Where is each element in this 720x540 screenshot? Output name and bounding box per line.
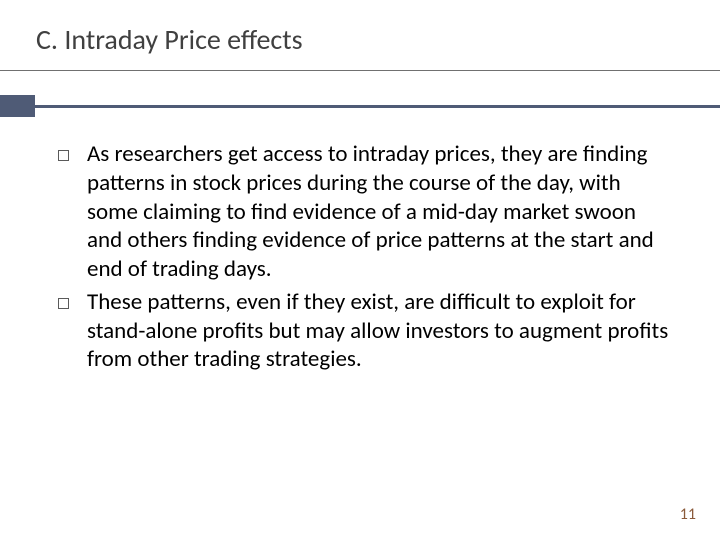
accent-line	[35, 105, 720, 108]
bullet-text: As researchers get access to intraday pr…	[87, 140, 672, 284]
title-underline	[0, 70, 720, 71]
bullet-text: These patterns, even if they exist, are …	[87, 288, 672, 374]
slide-title: C. Intraday Price effects	[36, 22, 303, 57]
accent-block	[0, 95, 35, 117]
content-area: As researchers get access to intraday pr…	[58, 140, 672, 378]
slide: C. Intraday Price effects As researchers…	[0, 0, 720, 540]
list-item: These patterns, even if they exist, are …	[58, 288, 672, 374]
bullet-square-icon	[58, 150, 69, 161]
list-item: As researchers get access to intraday pr…	[58, 140, 672, 284]
bullet-square-icon	[58, 298, 69, 309]
page-number: 11	[680, 505, 696, 524]
